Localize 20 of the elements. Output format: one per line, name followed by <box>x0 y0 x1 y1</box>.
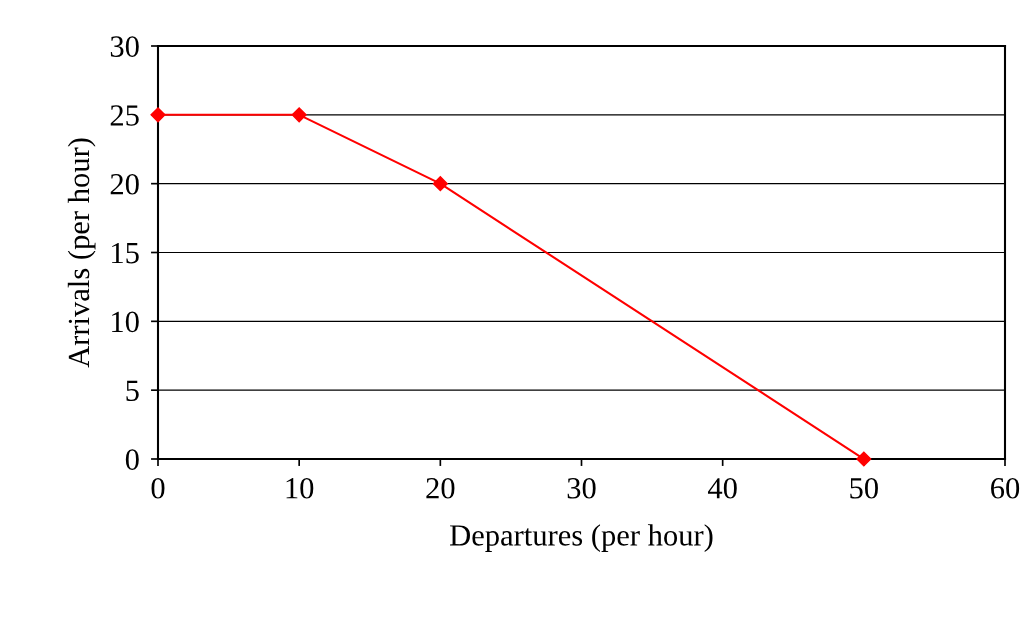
point <box>291 107 307 123</box>
point <box>432 176 448 192</box>
y-tick-label: 30 <box>110 36 139 57</box>
point <box>856 451 872 467</box>
x-tick-label: 60 <box>991 477 1020 499</box>
y-tick-label: 20 <box>110 173 139 195</box>
y-tick-label: 5 <box>126 380 139 402</box>
y-tick-label: 0 <box>125 449 139 470</box>
x-tick-label: 50 <box>850 477 878 499</box>
x-tick-label: 10 <box>286 477 314 499</box>
y-tick-label: 25 <box>110 105 139 126</box>
x-tick-label: 30 <box>567 477 596 499</box>
y-axis-title: Arrivals (per hour) <box>67 138 96 368</box>
x-tick-label: 0 <box>151 477 165 499</box>
x-tick-label: 40 <box>707 477 737 499</box>
x-axis-title: Departures (per hour) <box>450 524 713 552</box>
point <box>150 107 166 123</box>
y-tick-label: 10 <box>112 311 139 333</box>
x-tick-label: 20 <box>426 477 455 499</box>
y-tick-label: 15 <box>112 242 139 264</box>
